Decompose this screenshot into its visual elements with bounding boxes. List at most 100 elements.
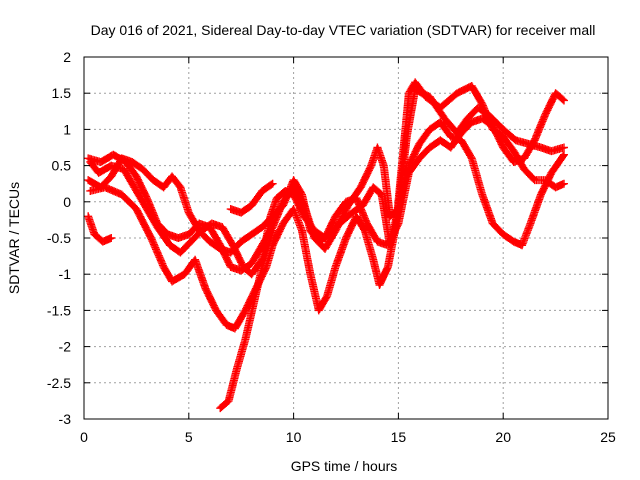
y-tick-label: -1.5 <box>47 302 71 318</box>
data-point-trail <box>238 231 255 245</box>
data-point-trail <box>133 174 151 201</box>
data-point-trail <box>213 307 230 328</box>
x-tick-labels: 0 5 10 15 20 25 <box>80 57 616 445</box>
data-point-trail <box>108 155 125 179</box>
data-point-trail <box>412 86 433 101</box>
y-axis-label: SDTVAR / TECUs <box>6 182 22 294</box>
data-point-trail <box>370 184 385 198</box>
x-tick-label: 15 <box>391 429 407 445</box>
data-point-trail <box>468 156 486 197</box>
data-point-trail <box>416 144 433 162</box>
data-point-trail <box>207 238 223 252</box>
data-point-trail <box>518 221 534 248</box>
data-point-trail <box>290 177 306 198</box>
data-point-trail <box>531 112 549 143</box>
data-point-trail <box>120 166 138 190</box>
y-tick-label: -1 <box>59 266 72 282</box>
data-point-trail <box>527 192 545 226</box>
data-point-trail <box>131 184 150 212</box>
data-point <box>559 150 568 159</box>
data-point-trail <box>233 337 249 371</box>
data-point-trail <box>552 90 567 104</box>
data-point-trail <box>306 271 323 313</box>
data-point-trail <box>227 238 244 256</box>
data-point-trail <box>437 90 460 111</box>
x-tick-label: 25 <box>600 429 616 445</box>
data-point-trail <box>379 163 394 219</box>
data-point-trail <box>489 123 507 150</box>
data-point-trail <box>386 206 402 248</box>
data-point-trail <box>416 126 433 147</box>
data-point <box>559 143 568 152</box>
data-point-trail <box>225 366 241 404</box>
data-point-trail <box>185 210 203 234</box>
data-point-trail <box>374 145 388 168</box>
data-point-trail <box>426 94 448 122</box>
data-point-trail <box>139 166 156 183</box>
data-point-trail <box>361 228 377 262</box>
data-point-trail <box>500 126 519 144</box>
data-point-trail <box>441 115 460 136</box>
data-point <box>268 179 277 188</box>
y-tick-label: -0.5 <box>47 230 71 246</box>
data-point-trail <box>133 206 155 241</box>
data-point-trail <box>548 152 567 176</box>
data-point-trail <box>479 115 496 129</box>
y-tick-label: 1.5 <box>52 85 72 101</box>
data-point-trail <box>489 220 506 238</box>
series-track-7 <box>226 179 277 217</box>
data-series <box>84 78 568 413</box>
data-point-trail <box>177 238 194 256</box>
data-point-trail <box>249 224 265 238</box>
data-point-trail <box>458 119 475 136</box>
data-point-trail <box>537 170 555 197</box>
data-point-trail <box>119 191 140 212</box>
y-tick-label: -2.5 <box>47 375 71 391</box>
data-point-trail <box>219 224 236 248</box>
data-point <box>559 179 568 188</box>
data-point-trail <box>500 134 517 154</box>
data-point-trail <box>217 397 232 412</box>
data-point-trail <box>405 141 423 168</box>
data-point-trail <box>478 192 497 226</box>
data-point-trail <box>241 300 258 342</box>
data-point-trail <box>332 235 350 270</box>
data-point-trail <box>323 264 339 299</box>
data-point-trail <box>376 264 392 288</box>
data-point-trail <box>147 235 167 270</box>
x-axis-label: GPS time / hours <box>291 458 398 474</box>
y-tick-label: 0.5 <box>52 158 72 174</box>
data-point-trail <box>177 185 193 215</box>
data-point-trail <box>349 202 366 216</box>
data-point-trail <box>332 199 349 219</box>
data-point-trail <box>394 163 413 212</box>
data-point-trail <box>206 224 224 248</box>
x-tick-label: 0 <box>80 429 88 445</box>
data-point-trail <box>269 202 286 220</box>
data-point <box>107 234 116 242</box>
data-point-trail <box>169 173 184 190</box>
data-point-trail <box>97 173 115 191</box>
data-point-trail <box>269 221 287 248</box>
data-point-trail <box>154 224 173 248</box>
data-point-trail <box>357 163 375 190</box>
data-point-trail <box>262 242 277 270</box>
data-point-trail <box>290 206 306 234</box>
data-point-trail <box>437 119 454 140</box>
data-point-trail <box>250 264 266 306</box>
chart-title: Day 016 of 2021, Sidereal Day-to-day VTE… <box>91 22 596 38</box>
data-point-trail <box>143 206 161 230</box>
data-point-trail <box>475 104 492 118</box>
data-point-trail <box>521 137 538 161</box>
x-tick-label: 20 <box>495 429 511 445</box>
data-point-trail <box>454 116 471 136</box>
data-point-trail <box>102 184 125 198</box>
y-tick-label: 1 <box>63 121 71 137</box>
data-point-trail <box>238 202 255 216</box>
data-point-trail <box>541 90 559 118</box>
data-point-trail <box>129 158 146 173</box>
data-point-trail <box>169 271 188 285</box>
data-point-trail <box>363 221 381 245</box>
data-point-trail <box>458 137 475 161</box>
